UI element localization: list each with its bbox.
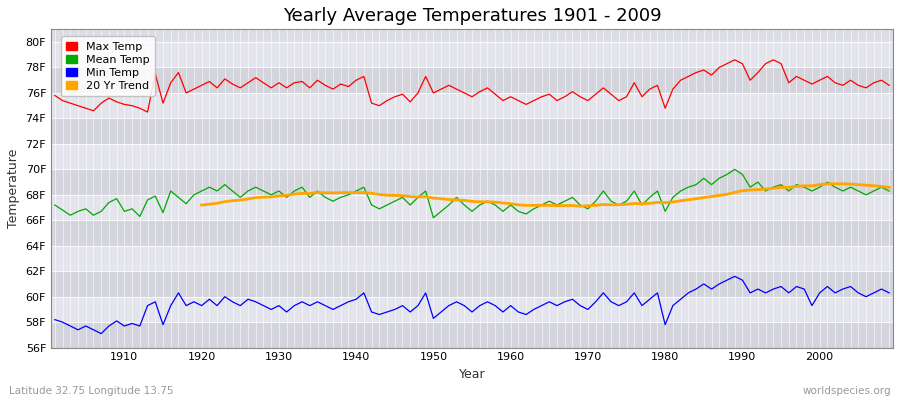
Min Temp: [95, 331, 106, 336]
Min Temp: [336, 303, 346, 308]
20 Yr Trend: [830, 181, 841, 186]
Min Temp: [606, 299, 616, 304]
Bar: [51, 118, 893, 144]
Text: Latitude 32.75 Longitude 13.75: Latitude 32.75 Longitude 13.75: [9, 386, 174, 396]
Min Temp: [729, 274, 740, 279]
Min Temp: [505, 303, 516, 308]
Max Temp: [513, 98, 524, 103]
Line: Mean Temp: Mean Temp: [55, 169, 889, 218]
20 Yr Trend: [575, 204, 586, 209]
X-axis label: Year: Year: [459, 368, 485, 381]
20 Yr Trend: [289, 192, 300, 196]
Mean Temp: [50, 203, 60, 208]
Bar: [51, 271, 893, 297]
20 Yr Trend: [196, 203, 207, 208]
20 Yr Trend: [884, 185, 895, 190]
Bar: [51, 195, 893, 220]
Max Temp: [336, 82, 346, 86]
Bar: [51, 144, 893, 169]
20 Yr Trend: [683, 197, 694, 202]
20 Yr Trend: [405, 194, 416, 199]
Bar: [51, 68, 893, 93]
Mean Temp: [606, 199, 616, 204]
Line: 20 Yr Trend: 20 Yr Trend: [202, 184, 889, 206]
Legend: Max Temp, Mean Temp, Min Temp, 20 Yr Trend: Max Temp, Mean Temp, Min Temp, 20 Yr Tre…: [61, 36, 156, 96]
Min Temp: [513, 310, 524, 314]
Mean Temp: [513, 209, 524, 214]
Y-axis label: Temperature: Temperature: [7, 149, 20, 228]
20 Yr Trend: [868, 183, 879, 188]
Line: Max Temp: Max Temp: [55, 60, 889, 112]
Bar: [51, 322, 893, 348]
Line: Min Temp: Min Temp: [55, 276, 889, 334]
20 Yr Trend: [791, 184, 802, 189]
Min Temp: [119, 324, 130, 328]
Mean Temp: [281, 195, 292, 200]
Mean Temp: [428, 215, 439, 220]
Mean Temp: [884, 189, 895, 194]
Mean Temp: [505, 203, 516, 208]
Mean Temp: [328, 199, 338, 204]
Bar: [51, 93, 893, 118]
Mean Temp: [112, 196, 122, 201]
Max Temp: [142, 110, 153, 114]
Max Temp: [505, 94, 516, 99]
Min Temp: [884, 290, 895, 295]
Min Temp: [289, 303, 300, 308]
Max Temp: [289, 80, 300, 85]
Mean Temp: [729, 167, 740, 172]
Max Temp: [729, 58, 740, 62]
20 Yr Trend: [776, 185, 787, 190]
Min Temp: [50, 317, 60, 322]
Bar: [51, 246, 893, 271]
Max Temp: [884, 83, 895, 88]
Bar: [51, 297, 893, 322]
Text: worldspecies.org: worldspecies.org: [803, 386, 891, 396]
Bar: [51, 42, 893, 68]
Max Temp: [112, 100, 122, 104]
Max Temp: [606, 92, 616, 97]
Bar: [51, 220, 893, 246]
Title: Yearly Average Temperatures 1901 - 2009: Yearly Average Temperatures 1901 - 2009: [283, 7, 662, 25]
Max Temp: [50, 93, 60, 98]
Bar: [51, 169, 893, 195]
